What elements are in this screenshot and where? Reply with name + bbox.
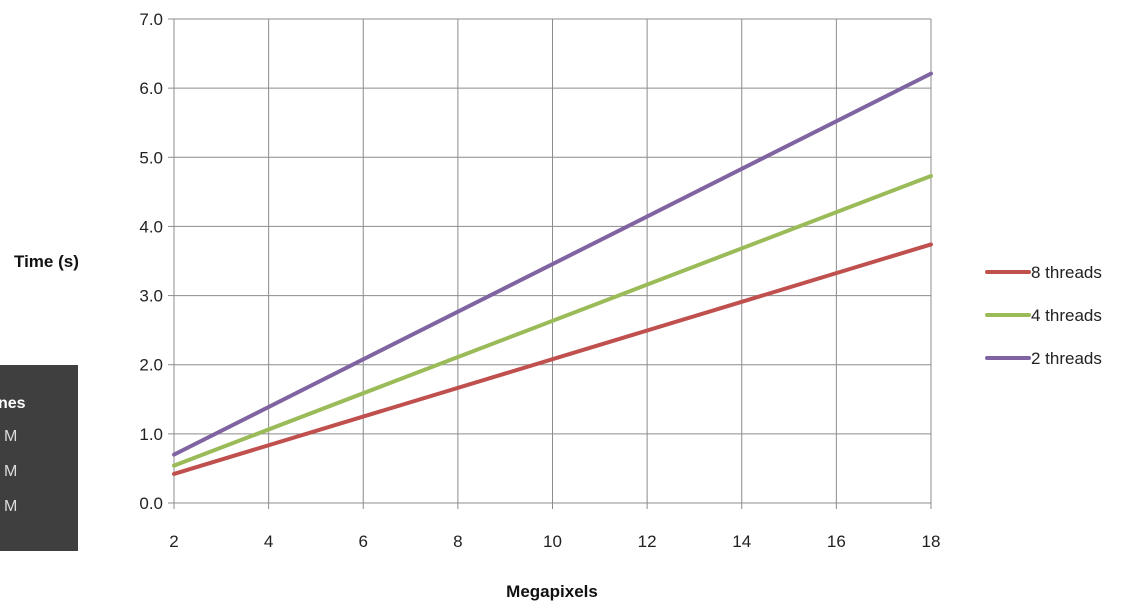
y-tick-label: 4.0 <box>139 217 163 236</box>
y-tick-label: 5.0 <box>139 148 163 167</box>
legend-label: 4 threads <box>1031 306 1102 325</box>
x-tick-label: 2 <box>169 532 178 551</box>
overlay-item: M <box>4 463 18 480</box>
x-tick-label: 18 <box>922 532 941 551</box>
y-tick-label: 3.0 <box>139 287 163 306</box>
legend-label: 8 threads <box>1031 263 1102 282</box>
x-tick-label: 14 <box>732 532 751 551</box>
y-tick-label: 6.0 <box>139 79 163 98</box>
legend-label: 2 threads <box>1031 349 1102 368</box>
y-axis-ticks: 0.0 1.0 2.0 3.0 4.0 5.0 6.0 7.0 <box>139 10 174 513</box>
y-tick-label: 0.0 <box>139 494 163 513</box>
x-tick-label: 16 <box>827 532 846 551</box>
y-tick-label: 2.0 <box>139 356 163 375</box>
x-tick-label: 12 <box>638 532 657 551</box>
y-tick-label: 7.0 <box>139 10 163 29</box>
x-tick-label: 8 <box>453 532 462 551</box>
y-tick-label: 1.0 <box>139 425 163 444</box>
series-lines <box>172 71 933 476</box>
series-line <box>172 71 933 457</box>
x-axis-title: Megapixels <box>506 582 598 601</box>
overlay-title: nes <box>0 395 26 412</box>
x-tick-label: 10 <box>543 532 562 551</box>
overlay-item: M <box>4 428 18 445</box>
y-axis-title: Time (s) <box>14 252 79 271</box>
series-line <box>172 173 933 468</box>
gridlines <box>173 18 932 504</box>
x-tick-label: 4 <box>264 532 273 551</box>
x-tick-label: 6 <box>359 532 368 551</box>
series-line <box>172 242 933 476</box>
overlay-panel: nes M M M <box>0 365 78 551</box>
legend: 8 threads 4 threads 2 threads <box>985 263 1102 368</box>
overlay-item: M <box>4 498 18 515</box>
x-axis-ticks: 2 4 6 8 10 12 14 16 18 <box>169 503 940 551</box>
